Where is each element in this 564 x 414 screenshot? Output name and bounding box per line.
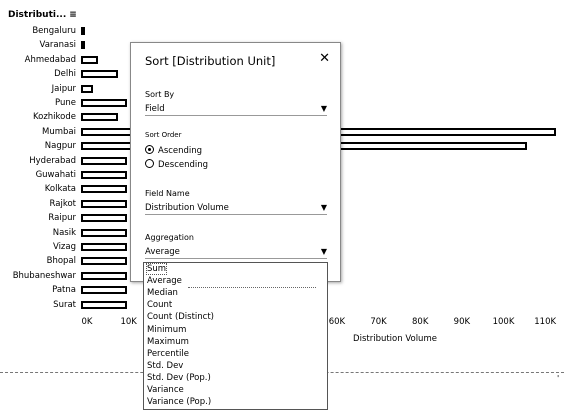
category-label: Delhi: [54, 69, 76, 80]
radio-selected-icon: [145, 145, 154, 154]
aggregation-value: Average: [145, 247, 180, 257]
chart-title: Distributi... ≡: [8, 10, 77, 20]
descending-radio[interactable]: Descending: [145, 159, 208, 170]
bar[interactable]: [81, 55, 98, 64]
bar[interactable]: [81, 286, 127, 295]
bar[interactable]: [81, 84, 94, 93]
x-tick-label: 70K: [370, 317, 387, 327]
aggregation-option[interactable]: Sum: [145, 263, 168, 275]
corner-mark: ': [557, 374, 560, 383]
focus-indicator: [188, 287, 316, 288]
category-label: Bhopal: [46, 256, 76, 267]
x-tick-label: 0K: [81, 317, 93, 327]
category-label: Nagpur: [44, 141, 76, 152]
aggregation-option[interactable]: Variance (Pop.): [147, 397, 212, 408]
field-name-value: Distribution Volume: [145, 203, 229, 213]
bar[interactable]: [81, 257, 127, 266]
aggregation-option[interactable]: Std. Dev: [147, 360, 184, 371]
chevron-down-icon: ▼: [320, 247, 327, 256]
x-tick-label: 10K: [120, 317, 137, 327]
field-name-dropdown[interactable]: Distribution Volume ▼: [145, 201, 327, 215]
chevron-down-icon: ▼: [320, 104, 327, 113]
category-label: Hyderabad: [29, 155, 76, 166]
aggregation-option[interactable]: Percentile: [147, 348, 189, 359]
category-label: Kozhikode: [32, 112, 76, 123]
category-label: Patna: [52, 285, 76, 296]
ascending-radio[interactable]: Ascending: [145, 145, 202, 156]
radio-unselected-icon: [145, 159, 154, 168]
category-label: Jaipur: [51, 83, 76, 94]
sort-by-dropdown[interactable]: Field ▼: [145, 102, 327, 116]
bar[interactable]: [81, 27, 86, 35]
bar[interactable]: [81, 271, 127, 280]
bar[interactable]: [81, 185, 127, 194]
aggregation-option[interactable]: Minimum: [147, 324, 187, 335]
x-tick-label: 80K: [412, 317, 429, 327]
aggregation-option[interactable]: Maximum: [147, 336, 189, 347]
category-label: Surat: [53, 299, 76, 310]
bar[interactable]: [81, 156, 127, 165]
category-label: Guwahati: [35, 170, 76, 180]
chevron-down-icon: ▼: [320, 203, 327, 212]
x-axis-title: Distribution Volume: [353, 334, 437, 344]
aggregation-option[interactable]: Average: [147, 276, 182, 287]
bar[interactable]: [81, 214, 127, 223]
x-tick-label: 100K: [492, 317, 515, 327]
category-label: Nasik: [52, 227, 76, 238]
aggregation-option[interactable]: Variance: [147, 385, 184, 395]
x-tick-label: 60K: [328, 317, 346, 327]
x-tick-label: 90K: [453, 317, 471, 327]
category-label: Varanasi: [39, 40, 76, 51]
field-name-label: Field Name: [145, 189, 190, 198]
category-label: Ahmedabad: [24, 54, 76, 65]
aggregation-dropdown[interactable]: Average ▼: [145, 245, 327, 259]
aggregation-option[interactable]: Count: [147, 300, 173, 311]
dialog-title: Sort [Distribution Unit]: [145, 54, 276, 68]
category-label: Bengaluru: [32, 26, 76, 36]
bar[interactable]: [81, 199, 127, 208]
category-label: Pune: [55, 98, 76, 108]
sort-dialog: Sort [Distribution Unit] ✕ Sort By Field…: [130, 42, 341, 282]
descending-label: Descending: [158, 160, 209, 170]
bar[interactable]: [81, 228, 127, 237]
bar[interactable]: [81, 99, 127, 107]
category-label: Kolkata: [44, 184, 76, 195]
sort-order-label: Sort Order: [145, 131, 182, 139]
sort-by-label: Sort By: [145, 90, 175, 99]
sort-icon[interactable]: ≡: [69, 10, 77, 20]
category-label: Bhubaneshwar: [12, 270, 76, 281]
x-tick-label: 110K: [534, 317, 557, 327]
bar[interactable]: [81, 41, 85, 50]
bar[interactable]: [81, 171, 127, 179]
bar[interactable]: [81, 70, 119, 79]
close-icon[interactable]: ✕: [319, 51, 330, 66]
aggregation-option[interactable]: Count (Distinct): [147, 312, 214, 323]
aggregation-option[interactable]: Median: [147, 288, 178, 299]
bar[interactable]: [81, 300, 127, 309]
ascending-label: Ascending: [158, 146, 203, 156]
category-label: Vizag: [52, 242, 76, 252]
category-label: Rajkot: [49, 198, 76, 209]
sort-by-value: Field: [145, 104, 165, 114]
aggregation-option[interactable]: Std. Dev (Pop.): [147, 372, 211, 383]
chart-title-text: Distributi...: [8, 10, 67, 20]
category-label: Mumbai: [42, 126, 76, 137]
aggregation-label: Aggregation: [145, 233, 194, 242]
aggregation-options-list: Sum Average Median Count Count (Distinct) Min…: [143, 262, 328, 410]
category-label: Raipur: [48, 213, 76, 224]
bar[interactable]: [81, 113, 119, 122]
bar[interactable]: [81, 243, 127, 251]
